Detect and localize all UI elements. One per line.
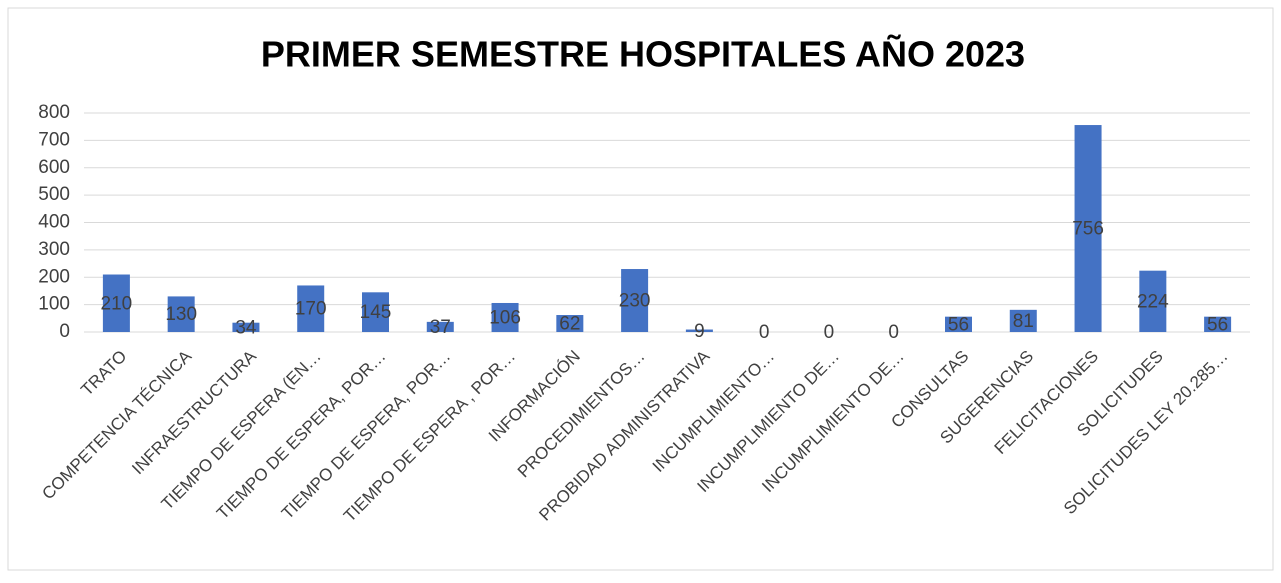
data-label: 0 xyxy=(888,322,899,343)
bar xyxy=(1074,125,1102,332)
bar xyxy=(621,269,649,332)
data-label: 34 xyxy=(235,317,257,338)
bar xyxy=(945,316,972,332)
data-label: 9 xyxy=(694,321,705,342)
bar xyxy=(426,321,454,332)
bar xyxy=(1139,270,1167,332)
data-label: 0 xyxy=(759,322,770,343)
bar xyxy=(232,322,260,332)
data-label: 56 xyxy=(948,314,969,335)
bar xyxy=(167,296,195,332)
bar xyxy=(297,285,325,332)
data-label: 37 xyxy=(430,317,451,338)
y-tick-label: 200 xyxy=(38,266,70,287)
data-label: 210 xyxy=(101,293,133,314)
bar xyxy=(1009,309,1037,332)
bar xyxy=(102,274,130,332)
data-label: 145 xyxy=(360,302,392,323)
data-label: 56 xyxy=(1207,314,1228,335)
bar xyxy=(556,315,584,332)
data-label: 756 xyxy=(1072,219,1104,240)
data-label: 0 xyxy=(824,322,835,343)
data-label: 62 xyxy=(559,314,580,335)
y-tick-label: 400 xyxy=(38,212,70,233)
data-label: 130 xyxy=(165,304,197,325)
data-label: 106 xyxy=(489,308,521,329)
y-tick-label: 100 xyxy=(38,294,70,315)
y-tick-label: 800 xyxy=(38,102,70,123)
chart-title: PRIMER SEMESTRE HOSPITALES AÑO 2023 xyxy=(261,33,1025,75)
y-tick-label: 600 xyxy=(38,157,70,178)
data-label: 230 xyxy=(619,291,651,312)
y-tick-label: 300 xyxy=(38,239,70,260)
bar xyxy=(362,292,389,332)
y-tick-label: 700 xyxy=(38,129,70,150)
data-label: 81 xyxy=(1013,311,1034,332)
bar xyxy=(685,329,713,332)
y-tick-label: 500 xyxy=(38,184,70,205)
data-label: 170 xyxy=(295,299,327,320)
data-label: 224 xyxy=(1137,291,1169,312)
bar xyxy=(1204,316,1232,332)
bar xyxy=(491,302,519,332)
y-tick-label: 0 xyxy=(59,321,70,342)
